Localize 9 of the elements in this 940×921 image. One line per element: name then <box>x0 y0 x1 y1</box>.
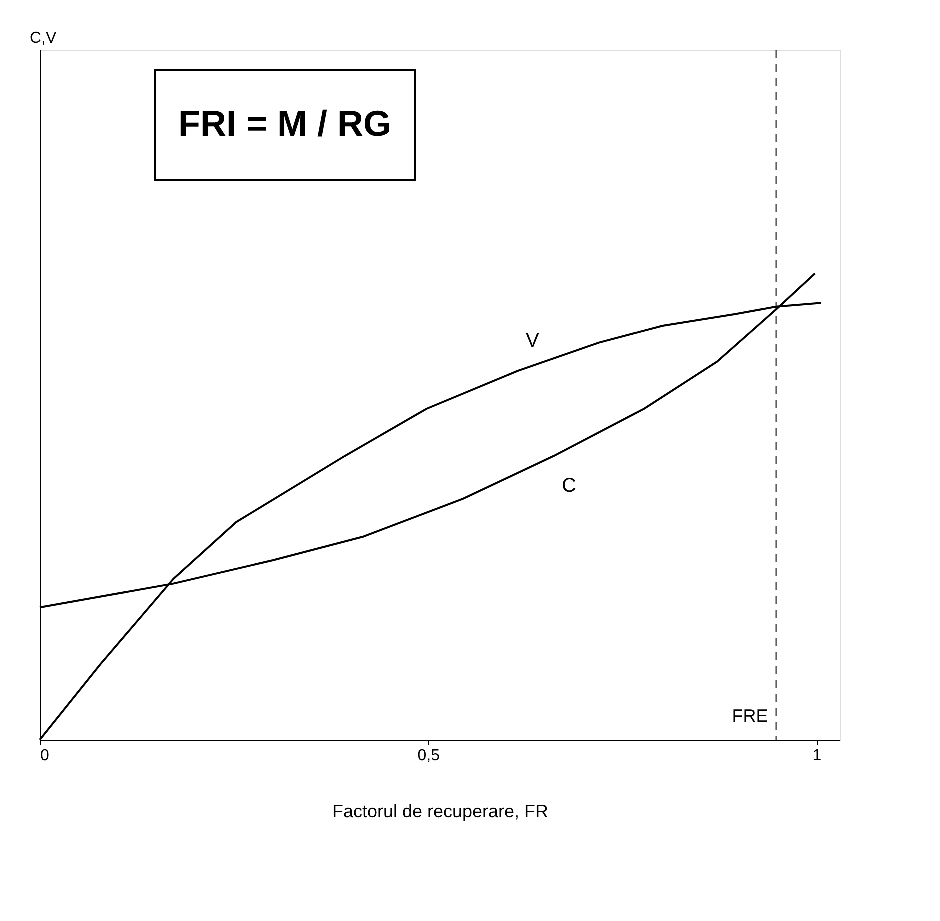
text: C,V <box>30 30 57 47</box>
text: FRI = M / RG <box>178 103 392 144</box>
ref-line-label: FRE <box>732 706 768 726</box>
x-tick-label: 0,5 <box>418 748 440 764</box>
x-axis-title: Factorul de recuperare, FR <box>332 802 549 822</box>
x-tick-label: 1 <box>812 748 822 764</box>
x-tick-label: 0 <box>40 748 50 764</box>
series-label: C <box>562 475 576 498</box>
series-label: V <box>526 330 540 352</box>
